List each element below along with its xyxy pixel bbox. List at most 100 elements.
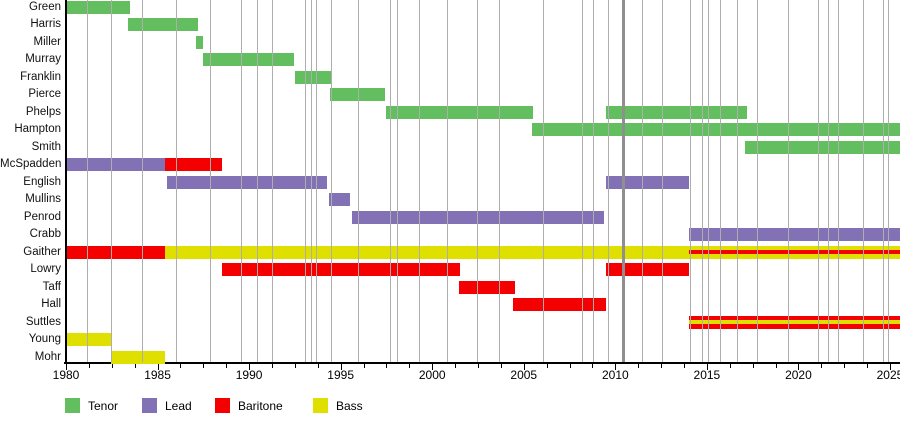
timeline-bar: [164, 245, 690, 259]
gridline: [622, 0, 626, 362]
gridline: [498, 0, 500, 362]
axis-minor-tick: [683, 364, 685, 368]
axis-minor-tick: [271, 364, 273, 368]
axis-minor-tick: [844, 364, 846, 368]
timeline-bar: [745, 140, 900, 154]
legend-label-bass: Bass: [336, 399, 363, 413]
gridline: [862, 0, 864, 362]
gridline: [708, 0, 710, 362]
gridline: [396, 0, 398, 362]
gridline: [358, 0, 360, 362]
timeline-bar: [294, 70, 332, 84]
gridline: [389, 0, 391, 362]
axis-minor-tick: [88, 364, 90, 368]
member-label: McSpadden: [0, 158, 62, 170]
timeline-bar: [606, 175, 690, 189]
member-label: Gaither: [23, 245, 61, 258]
timeline-bar: [689, 228, 900, 241]
axis-minor-tick: [477, 364, 479, 368]
axis-major-tick: [523, 364, 525, 370]
axis-minor-tick: [821, 364, 823, 368]
member-label: Young: [28, 333, 61, 345]
timeline-bar: [689, 245, 900, 259]
axis-major-tick: [432, 364, 434, 370]
timeline-bar: [689, 315, 900, 329]
gridline: [736, 0, 738, 362]
timeline-bar: [166, 175, 327, 189]
bar-stripe: [689, 319, 900, 325]
y-axis: [65, 0, 67, 364]
timeline-bar: [196, 35, 204, 49]
gridline: [701, 0, 703, 362]
axis-minor-tick: [386, 364, 388, 368]
timeline-bar: [458, 280, 515, 294]
gridline: [86, 0, 88, 362]
member-label: Mohr: [34, 350, 61, 363]
gridline: [787, 0, 789, 362]
gridline: [607, 0, 609, 362]
timeline-bar: [606, 263, 690, 276]
axis-major-tick: [157, 364, 159, 370]
axis-minor-tick: [546, 364, 548, 368]
axis-minor-tick: [203, 364, 205, 368]
timeline-bar: [221, 263, 460, 276]
axis-minor-tick: [775, 364, 777, 368]
timeline-bar: [164, 158, 222, 171]
x-axis: [64, 362, 900, 364]
member-label: Penrod: [23, 210, 61, 223]
axis-tick-label: 2010: [601, 368, 629, 382]
timeline-bar: [128, 18, 198, 31]
gridline: [418, 0, 420, 362]
member-label: Hampton: [14, 123, 61, 135]
member-label: Suttles: [25, 315, 61, 328]
gridline: [176, 0, 178, 362]
axis-tick-label: 1980: [52, 368, 80, 382]
baritone-swatch-icon: [215, 398, 230, 413]
axis-minor-tick: [500, 364, 502, 368]
timeline-bar: [66, 0, 131, 14]
gridline: [256, 0, 258, 362]
gridline: [720, 0, 722, 362]
gridline: [642, 0, 644, 362]
timeline-bar: [329, 88, 385, 101]
gridline: [111, 0, 113, 362]
bass-swatch-icon: [313, 398, 328, 413]
legend: Tenor Lead Baritone Bass: [0, 398, 900, 416]
axis-tick-label: 2020: [785, 368, 812, 382]
gridline: [592, 0, 594, 362]
timeline-bar: [532, 123, 900, 136]
axis-minor-tick: [455, 364, 457, 368]
axis-major-tick: [615, 364, 617, 370]
timeline-bar: [606, 105, 748, 119]
axis-tick-label: 1990: [235, 368, 263, 382]
member-label: Miller: [33, 35, 61, 48]
axis-minor-tick: [317, 364, 319, 368]
legend-label-baritone: Baritone: [238, 399, 283, 413]
gridline: [310, 0, 312, 362]
gridline: [241, 0, 243, 362]
timeline-bar: [386, 105, 533, 119]
axis-minor-tick: [409, 364, 411, 368]
axis-minor-tick: [363, 364, 365, 368]
gridline: [331, 0, 332, 362]
axis-minor-tick: [226, 364, 228, 368]
member-label: Lowry: [30, 263, 61, 275]
legend-label-tenor: Tenor: [88, 399, 119, 413]
axis-major-tick: [798, 364, 800, 370]
member-label: Franklin: [20, 70, 61, 83]
axis-tick-label: 2015: [693, 368, 721, 382]
gridline: [542, 0, 544, 362]
member-label: Hall: [41, 298, 61, 310]
axis-tick-label: 2005: [510, 368, 538, 382]
timeline-bar: [66, 245, 165, 259]
axis-minor-tick: [180, 364, 182, 368]
gridline: [316, 0, 318, 362]
gridline: [689, 0, 691, 362]
axis-major-tick: [706, 364, 708, 370]
gridline: [272, 0, 274, 362]
member-label: Phelps: [25, 105, 61, 118]
axis-minor-tick: [134, 364, 136, 368]
axis-tick-label: 1995: [327, 368, 355, 382]
axis-minor-tick: [569, 364, 571, 368]
